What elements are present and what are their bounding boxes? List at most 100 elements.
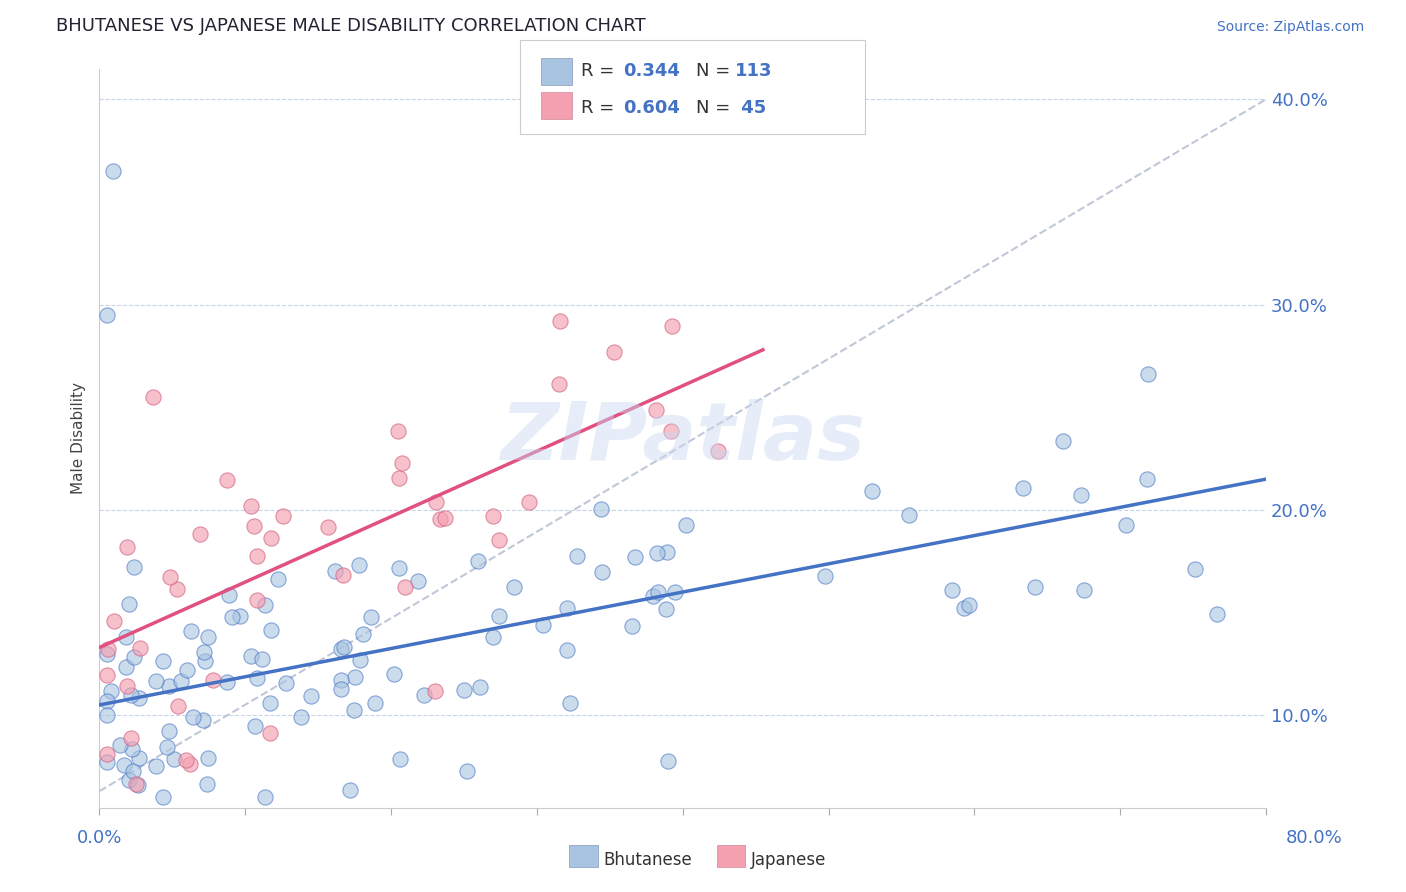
- Point: [957, 598, 980, 612]
- Point: [1206, 607, 1229, 621]
- Point: [624, 549, 647, 564]
- Point: [221, 610, 243, 624]
- Point: [555, 600, 578, 615]
- Point: [547, 376, 569, 391]
- Point: [125, 777, 148, 791]
- Point: [174, 753, 197, 767]
- Point: [195, 777, 218, 791]
- Point: [406, 574, 429, 588]
- Point: [167, 698, 190, 713]
- Point: [145, 673, 167, 688]
- Point: [96, 647, 118, 661]
- Point: [215, 675, 238, 690]
- Point: [661, 319, 683, 334]
- Point: [456, 764, 478, 779]
- Point: [120, 689, 142, 703]
- Point: [567, 549, 589, 564]
- Point: [664, 585, 686, 599]
- Point: [96, 694, 118, 708]
- Point: [641, 589, 664, 603]
- Point: [246, 549, 269, 564]
- Point: [548, 314, 571, 328]
- Text: 45: 45: [735, 99, 766, 117]
- Point: [394, 580, 416, 594]
- Point: [1136, 367, 1159, 381]
- Point: [128, 690, 150, 705]
- Point: [101, 164, 124, 178]
- Point: [202, 673, 225, 688]
- Point: [488, 533, 510, 547]
- Point: [180, 624, 202, 639]
- Point: [1135, 472, 1157, 486]
- Point: [481, 630, 503, 644]
- Point: [228, 609, 250, 624]
- Point: [115, 540, 138, 554]
- Point: [347, 558, 370, 572]
- Point: [330, 673, 353, 687]
- Point: [96, 667, 118, 681]
- Point: [1115, 518, 1137, 533]
- Y-axis label: Male Disability: Male Disability: [72, 382, 86, 494]
- Point: [1184, 562, 1206, 576]
- Point: [814, 569, 837, 583]
- Point: [166, 582, 188, 597]
- Text: Bhutanese: Bhutanese: [603, 851, 692, 869]
- Point: [657, 754, 679, 768]
- Point: [482, 508, 505, 523]
- Point: [259, 725, 281, 739]
- Point: [423, 683, 446, 698]
- Point: [260, 531, 283, 545]
- Point: [122, 650, 145, 665]
- Point: [488, 608, 510, 623]
- Point: [329, 681, 352, 696]
- Point: [193, 645, 215, 659]
- Point: [243, 519, 266, 533]
- Point: [391, 456, 413, 470]
- Point: [118, 597, 141, 611]
- Point: [1052, 434, 1074, 448]
- Point: [387, 425, 409, 439]
- Point: [240, 499, 263, 513]
- Point: [339, 783, 361, 797]
- Point: [343, 703, 366, 717]
- Text: N =: N =: [696, 99, 735, 117]
- Point: [433, 511, 456, 525]
- Point: [155, 739, 177, 754]
- Text: R =: R =: [581, 99, 620, 117]
- Point: [953, 601, 976, 615]
- Point: [360, 610, 382, 624]
- Point: [330, 642, 353, 657]
- Point: [157, 679, 180, 693]
- Point: [114, 630, 136, 644]
- Point: [363, 696, 385, 710]
- Point: [103, 615, 125, 629]
- Point: [179, 756, 201, 771]
- Point: [217, 473, 239, 487]
- Point: [675, 517, 697, 532]
- Point: [191, 713, 214, 727]
- Text: 113: 113: [735, 62, 773, 79]
- Point: [589, 502, 612, 516]
- Point: [603, 345, 626, 359]
- Point: [122, 560, 145, 574]
- Point: [176, 663, 198, 677]
- Point: [645, 546, 668, 560]
- Point: [152, 654, 174, 668]
- Point: [299, 689, 322, 703]
- Point: [260, 623, 283, 637]
- Point: [152, 790, 174, 805]
- Point: [110, 738, 132, 752]
- Point: [271, 509, 294, 524]
- Point: [115, 660, 138, 674]
- Point: [332, 640, 354, 654]
- Point: [1024, 581, 1046, 595]
- Text: 0.344: 0.344: [623, 62, 679, 79]
- Point: [1070, 487, 1092, 501]
- Point: [218, 588, 240, 602]
- Point: [274, 676, 297, 690]
- Point: [127, 779, 149, 793]
- Point: [259, 696, 281, 710]
- Point: [122, 764, 145, 779]
- Text: 0.0%: 0.0%: [77, 829, 122, 847]
- Point: [655, 602, 678, 616]
